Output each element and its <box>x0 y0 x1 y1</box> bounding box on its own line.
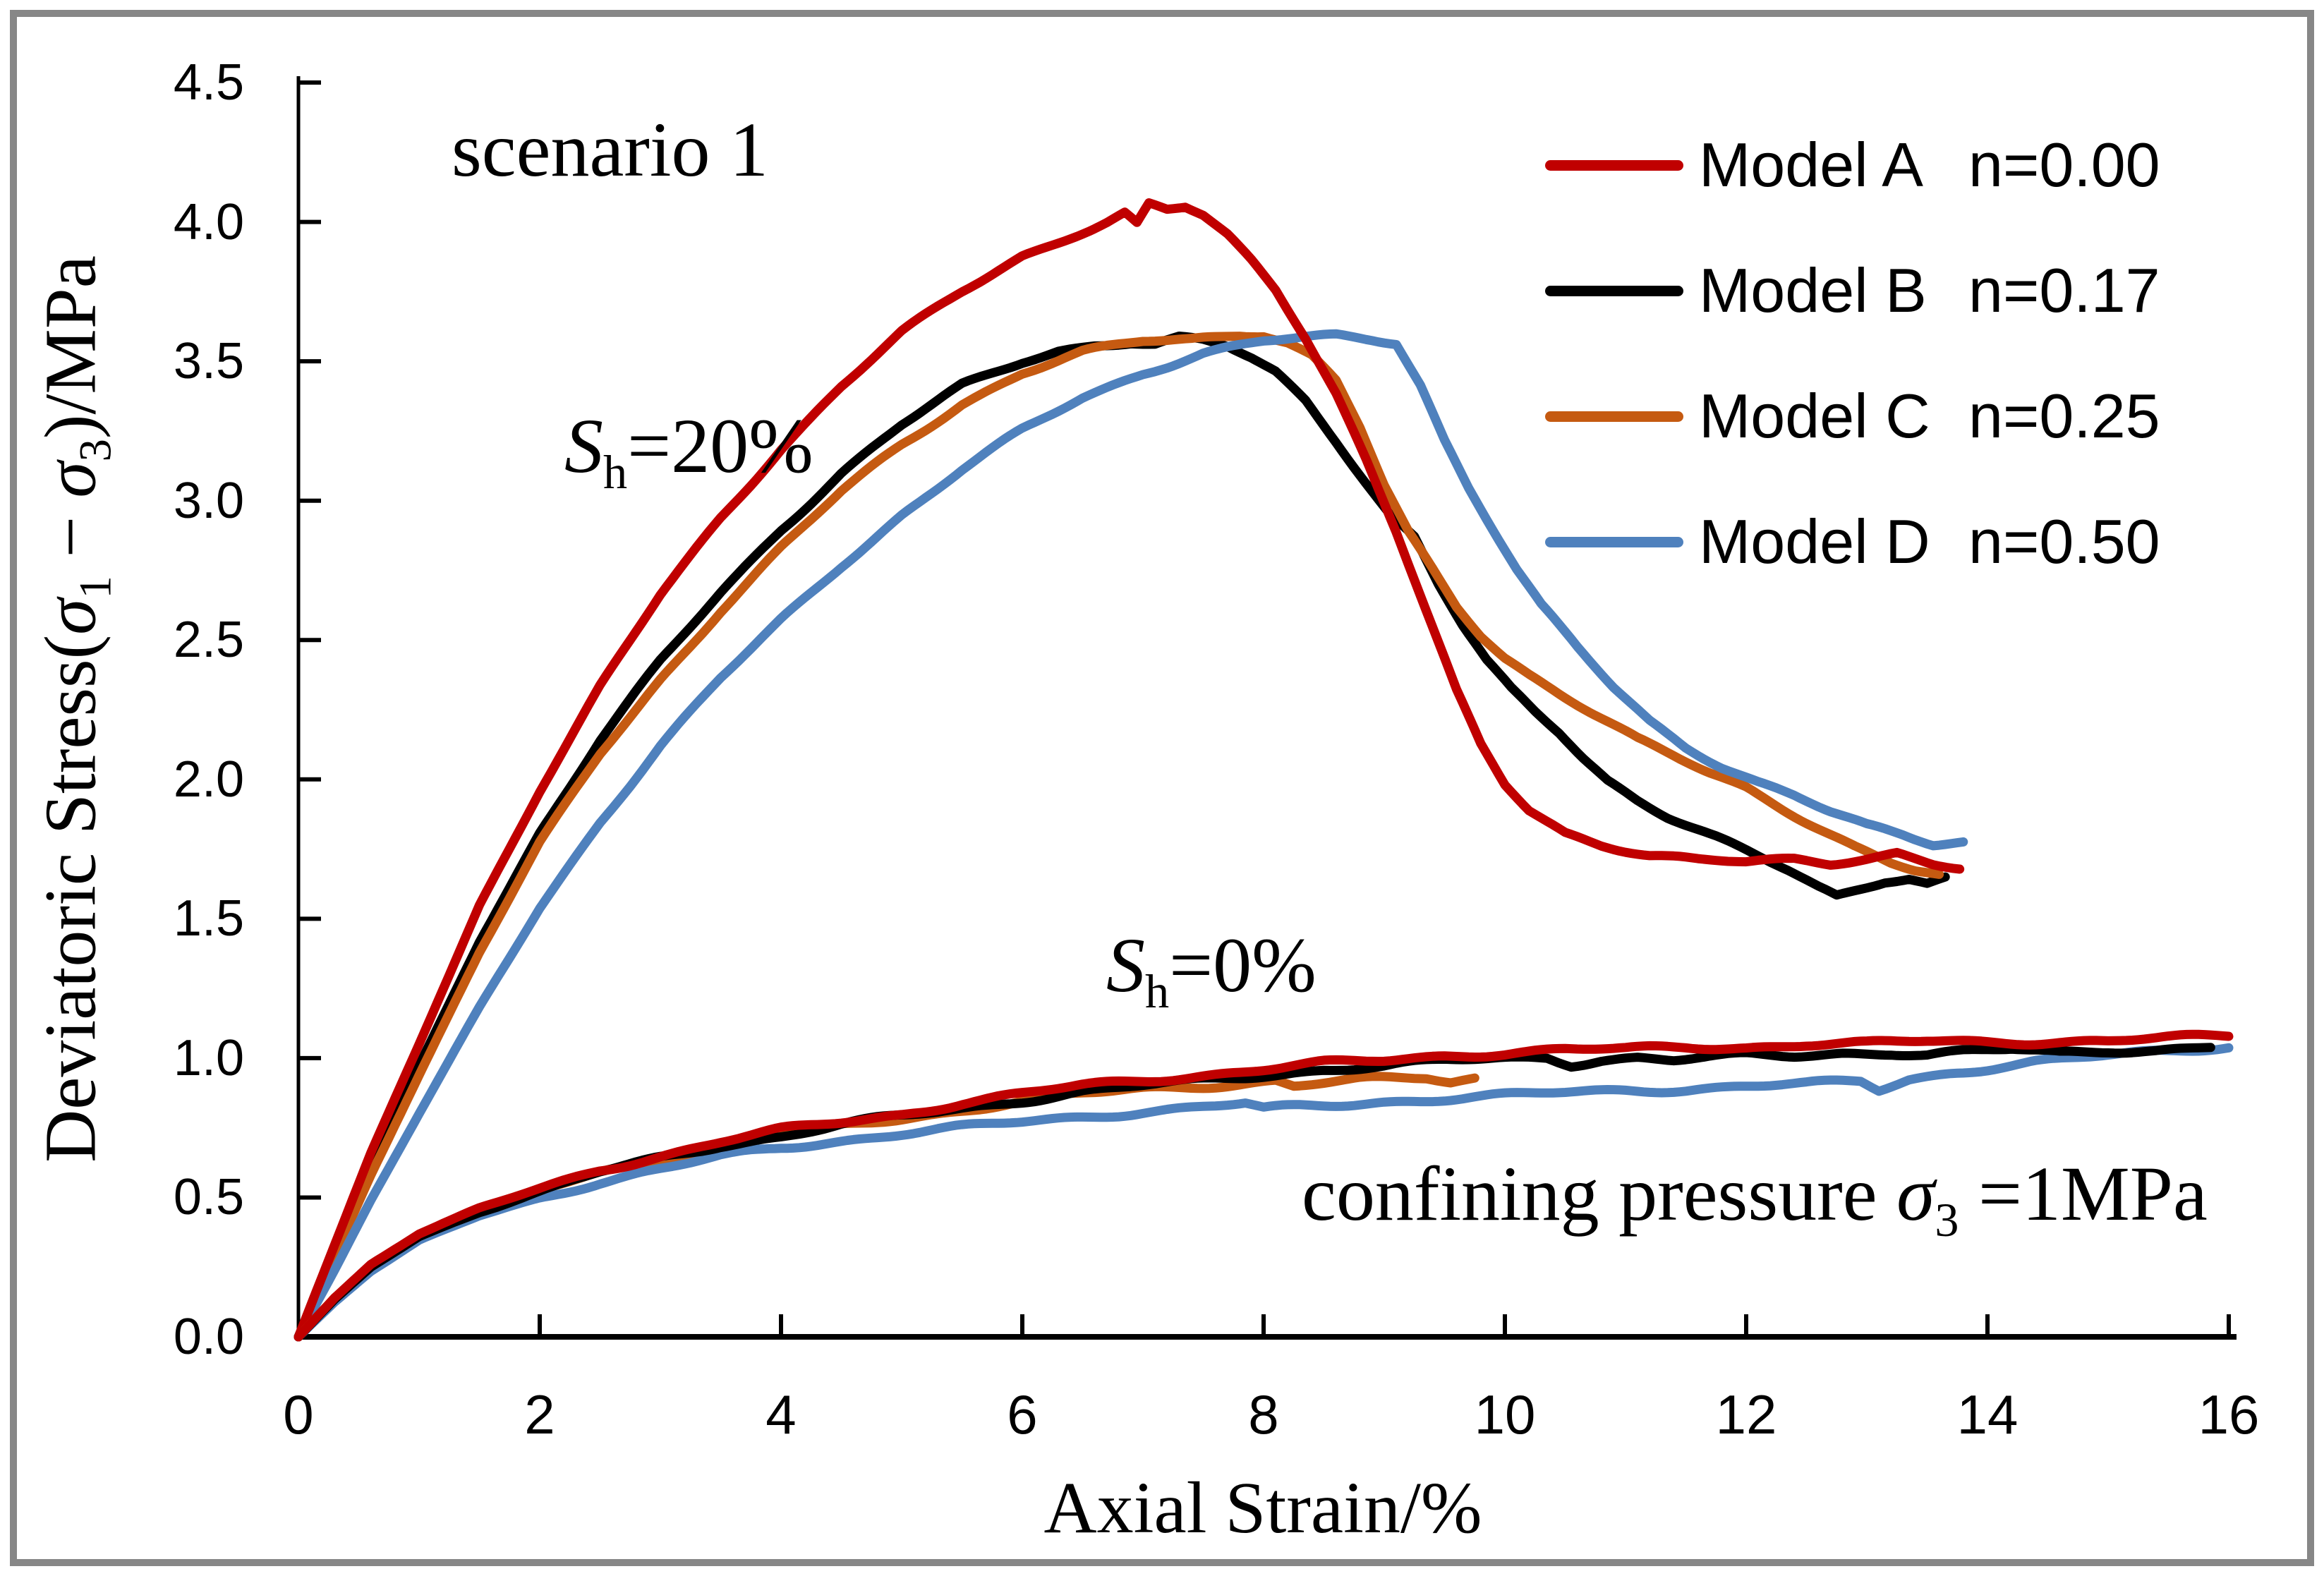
x-tick-label: 4 <box>765 1383 797 1445</box>
x-tick-label: 8 <box>1248 1383 1279 1445</box>
sigma1-subscript: 1 <box>70 576 121 599</box>
x-tick-label: 0 <box>283 1383 314 1445</box>
x-tick-label: 2 <box>524 1383 555 1445</box>
sh0-value: =0% <box>1169 922 1317 1008</box>
sh0-symbol: S <box>1106 922 1145 1008</box>
y-tick-label: 0.5 <box>173 1169 244 1226</box>
legend-n-value: n=0.25 <box>1968 381 2160 451</box>
x-axis-title: Axial Strain/% <box>1043 1467 1482 1548</box>
y-tick-label: 2.5 <box>173 612 244 669</box>
legend-label: Model C <box>1699 381 1930 451</box>
y-title-post: )/MPa <box>30 255 111 440</box>
annotation-confining-pressure: confining pressure σ3 =1MPa <box>1302 1151 2208 1244</box>
y-title-pre: Deviatoric Stress( <box>30 634 111 1163</box>
model-b-line-swatch <box>1545 285 1683 296</box>
sigma-subscript: 3 <box>1935 1193 1959 1247</box>
y-title-minus: − <box>30 497 111 576</box>
legend-n-value: n=0.17 <box>1968 255 2160 325</box>
legend-n-value: n=0.50 <box>1968 507 2160 576</box>
x-tick-label: 16 <box>2198 1383 2260 1445</box>
legend-n-value: n=0.00 <box>1968 130 2160 200</box>
legend-item-model-a: Model A n=0.00 <box>1545 123 2160 207</box>
y-tick-label: 0.0 <box>173 1309 244 1365</box>
x-tick-label: 10 <box>1474 1383 1536 1445</box>
y-tick-label: 3.0 <box>173 472 244 529</box>
legend-item-model-d: Model D n=0.50 <box>1545 499 2160 584</box>
y-axis-title: Deviatoric Stress(σ1 − σ3)/MPa <box>29 255 121 1163</box>
legend-label: Model B <box>1699 255 1927 325</box>
confining-text: confining pressure <box>1302 1151 1897 1237</box>
sigma1-symbol: σ <box>30 598 111 635</box>
sigma3-subscript: 3 <box>70 439 121 462</box>
x-tick-label: 12 <box>1715 1383 1777 1445</box>
y-tick-label: 4.0 <box>173 193 244 250</box>
sh0-subscript: h <box>1145 964 1170 1018</box>
annotation-scenario: scenario 1 <box>452 107 768 193</box>
legend-item-model-c: Model C n=0.25 <box>1545 374 2160 459</box>
y-tick-label: 2.0 <box>173 751 244 808</box>
x-tick-label: 6 <box>1007 1383 1038 1445</box>
sh20-subscript: h <box>603 445 628 499</box>
y-tick-label: 1.5 <box>173 890 244 947</box>
curve-model-d-sh20 <box>293 329 1968 1342</box>
x-tick-label: 14 <box>1956 1383 2019 1445</box>
curve-model-a-sh0 <box>293 1029 2234 1342</box>
curve-model-d-sh0 <box>293 1043 2234 1342</box>
y-tick-label: 3.5 <box>173 333 244 390</box>
annotation-sh20: Sh=20% <box>564 403 813 497</box>
model-a-line-swatch <box>1545 159 1683 171</box>
curve-model-a-sh20 <box>293 198 1965 1342</box>
sh20-symbol: S <box>564 403 603 489</box>
legend-item-model-b: Model B n=0.17 <box>1545 248 2160 333</box>
sigma3-symbol: σ <box>30 461 111 498</box>
y-tick-label: 4.5 <box>173 54 244 111</box>
confining-value: =1MPa <box>1959 1151 2208 1237</box>
legend-label: Model A <box>1699 130 1923 200</box>
model-d-line-swatch <box>1545 536 1683 547</box>
sigma-symbol: σ <box>1896 1151 1935 1237</box>
y-tick-label: 1.0 <box>173 1029 244 1086</box>
figure-frame <box>10 10 2314 1566</box>
curve-model-c-sh20 <box>293 332 1944 1342</box>
sh20-value: =20% <box>627 403 813 489</box>
model-c-line-swatch <box>1545 411 1683 422</box>
annotation-sh0: Sh=0% <box>1106 922 1317 1016</box>
legend-label: Model D <box>1699 507 1930 576</box>
